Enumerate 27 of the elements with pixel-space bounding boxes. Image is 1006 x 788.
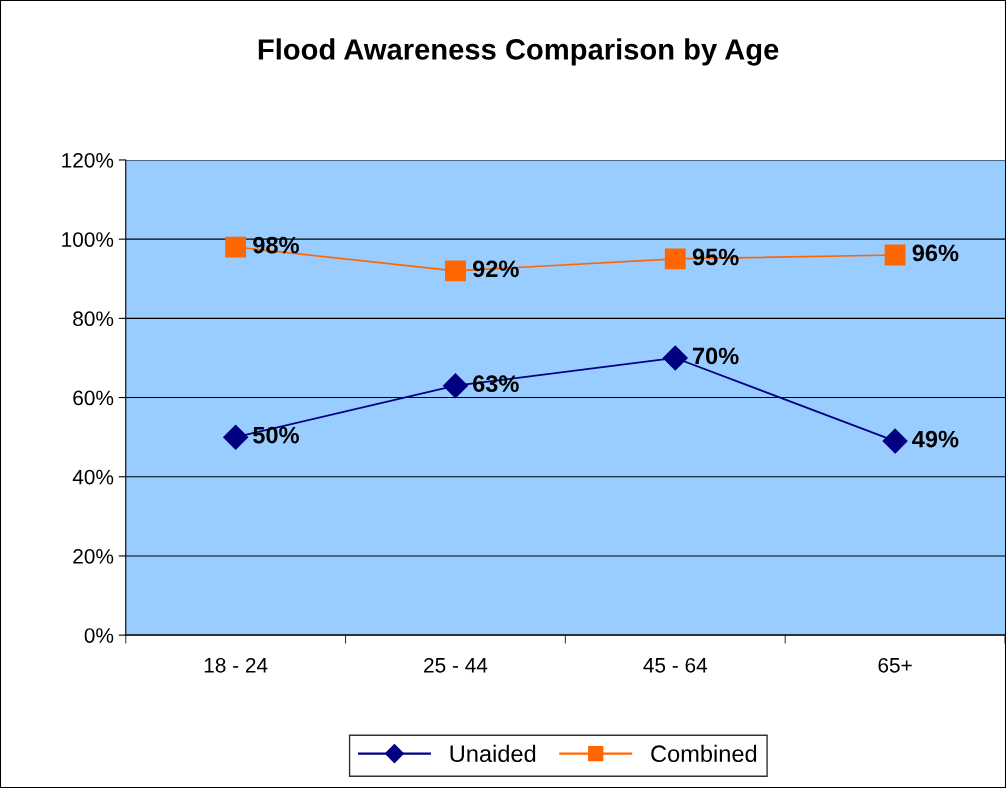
x-tick-label: 45 - 64	[643, 657, 708, 673]
point	[662, 345, 688, 371]
point	[225, 236, 247, 258]
data-label: 50%	[253, 426, 299, 444]
data-label: 49%	[912, 430, 959, 448]
data-label: 98%	[253, 236, 299, 254]
data-label: 70%	[692, 347, 739, 365]
point	[882, 428, 908, 454]
y-tick-label: 0%	[84, 628, 114, 643]
y-tick-label: 120%	[62, 152, 114, 168]
legend-label: Combined	[651, 744, 757, 763]
y-tick-label: 20%	[73, 548, 114, 564]
legend-label: Unaided	[450, 744, 536, 763]
point	[884, 244, 906, 266]
x-tick-label: 25 - 44	[424, 657, 488, 673]
y-tick-label: 40%	[72, 469, 114, 485]
y-tick-label: 100%	[62, 232, 114, 247]
y-tick-label: 60%	[73, 390, 114, 406]
x-tick-label: 18 - 24	[204, 657, 268, 673]
x-tick-label: 65+	[878, 657, 912, 673]
point	[223, 424, 249, 450]
chart-title: Flood Awareness Comparison by Age	[258, 38, 779, 66]
point	[445, 260, 466, 282]
y-tick-label: 80%	[73, 311, 114, 327]
point	[442, 373, 468, 399]
data-label: 96%	[912, 244, 959, 262]
point	[664, 248, 686, 270]
